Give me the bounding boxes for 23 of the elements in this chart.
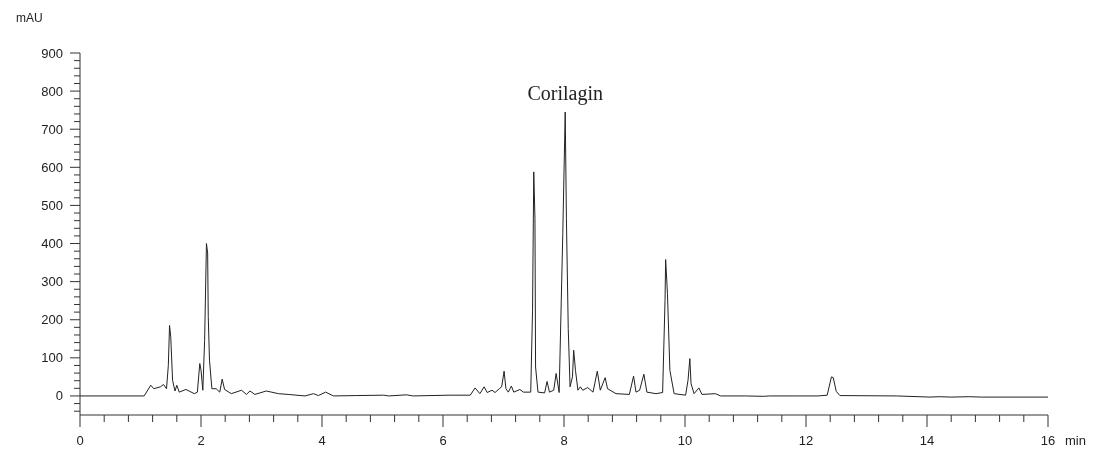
x-tick-label: 4 [318,433,326,448]
x-tick-label: 10 [677,433,693,448]
y-tick-label: 500 [41,197,63,213]
line-series [79,111,1049,398]
x-tick-label: 16 [1040,433,1056,448]
y-tick-label: 800 [41,83,63,99]
y-tick-label: 300 [41,274,63,290]
y-tick-label: 400 [41,236,63,252]
y-tick-label: 100 [41,350,63,366]
x-axis-title: min [1065,433,1086,448]
x-tick-label: 6 [439,433,447,448]
x-tick-label: 14 [919,433,935,448]
y-tick-label: 700 [41,121,63,137]
y-tick-label: 900 [41,45,63,61]
y-tick-label: 200 [41,312,63,328]
x-tick-label: 2 [197,433,205,448]
x-tick-label: 8 [560,433,568,448]
y-axis-title: mAU [16,11,43,25]
x-tick-label: 0 [76,433,84,448]
y-tick-label: 0 [55,388,63,404]
annotation: Corilagin [527,82,603,106]
x-tick-label: 12 [798,433,814,448]
y-tick-label: 600 [41,159,63,175]
